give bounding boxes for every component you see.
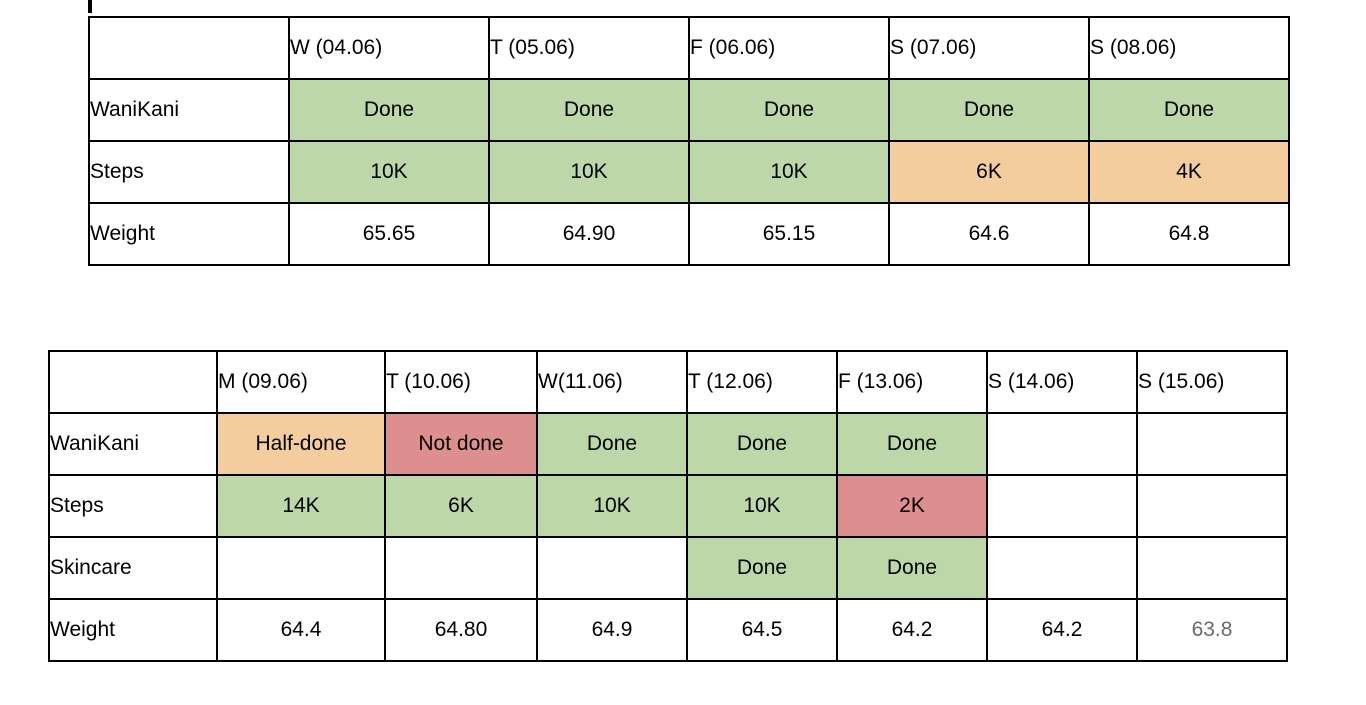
data-cell[interactable]: 64.90 xyxy=(488,202,690,266)
data-cell[interactable]: 64.80 xyxy=(384,598,538,662)
data-cell[interactable]: Not done xyxy=(384,412,538,476)
data-cell[interactable]: 6K xyxy=(888,140,1090,204)
data-cell[interactable]: Half-done xyxy=(216,412,386,476)
data-cell[interactable]: 10K xyxy=(536,474,688,538)
row-label-cell[interactable]: WaniKani xyxy=(48,412,218,476)
table-row: Steps 10K 10K 10K 6K 4K xyxy=(88,140,1290,204)
table-row: WaniKani Half-done Not done Done Done Done xyxy=(48,412,1288,476)
data-cell[interactable]: Done xyxy=(836,536,988,600)
data-cell[interactable]: Done xyxy=(686,412,838,476)
data-cell[interactable]: 10K xyxy=(686,474,838,538)
data-cell[interactable]: 64.2 xyxy=(986,598,1138,662)
corner-cell[interactable] xyxy=(88,16,290,80)
data-cell[interactable]: 10K xyxy=(488,140,690,204)
header-row: M (09.06) T (10.06) W(11.06) T (12.06) F (13… xyxy=(48,350,1288,414)
data-cell[interactable]: 63.8 xyxy=(1136,598,1288,662)
data-cell[interactable]: Done xyxy=(836,412,988,476)
data-cell[interactable] xyxy=(986,474,1138,538)
data-cell[interactable]: 4K xyxy=(1088,140,1290,204)
column-header-cell[interactable]: S (14.06) xyxy=(986,350,1138,414)
data-cell[interactable]: 2K xyxy=(836,474,988,538)
table-row: Weight 65.65 64.90 65.15 64.6 64.8 xyxy=(88,202,1290,266)
data-cell[interactable] xyxy=(986,536,1138,600)
data-cell[interactable]: 65.65 xyxy=(288,202,490,266)
habit-table-week1: W (04.06) T (05.06) F (06.06) S (07.06) S (0… xyxy=(88,16,1290,266)
data-cell[interactable] xyxy=(216,536,386,600)
data-cell[interactable] xyxy=(1136,474,1288,538)
data-cell[interactable]: 64.6 xyxy=(888,202,1090,266)
column-header-cell[interactable]: F (13.06) xyxy=(836,350,988,414)
data-cell[interactable]: 14K xyxy=(216,474,386,538)
row-label-cell[interactable]: Steps xyxy=(88,140,290,204)
data-cell[interactable] xyxy=(536,536,688,600)
column-header-cell[interactable]: W(11.06) xyxy=(536,350,688,414)
column-header-cell[interactable]: T (05.06) xyxy=(488,16,690,80)
data-cell[interactable]: Done xyxy=(288,78,490,142)
data-cell[interactable]: 64.4 xyxy=(216,598,386,662)
data-cell[interactable]: Done xyxy=(888,78,1090,142)
data-cell[interactable]: Done xyxy=(536,412,688,476)
column-header-cell[interactable]: T (10.06) xyxy=(384,350,538,414)
data-cell[interactable]: 10K xyxy=(688,140,890,204)
data-cell[interactable] xyxy=(384,536,538,600)
data-cell[interactable]: Done xyxy=(1088,78,1290,142)
habit-table-week2: M (09.06) T (10.06) W(11.06) T (12.06) F (13… xyxy=(48,350,1288,662)
column-header-cell[interactable]: T (12.06) xyxy=(686,350,838,414)
data-cell[interactable]: 64.8 xyxy=(1088,202,1290,266)
row-label-cell[interactable]: Steps xyxy=(48,474,218,538)
column-header-cell[interactable]: S (15.06) xyxy=(1136,350,1288,414)
data-cell[interactable]: Done xyxy=(488,78,690,142)
data-cell[interactable] xyxy=(986,412,1138,476)
row-label-cell[interactable]: Weight xyxy=(88,202,290,266)
data-cell[interactable] xyxy=(1136,536,1288,600)
column-header-cell[interactable]: W (04.06) xyxy=(288,16,490,80)
table-row: Weight 64.4 64.80 64.9 64.5 64.2 64.2 63.8 xyxy=(48,598,1288,662)
column-header-cell[interactable]: F (06.06) xyxy=(688,16,890,80)
data-cell[interactable]: Done xyxy=(688,78,890,142)
data-cell[interactable]: 64.9 xyxy=(536,598,688,662)
table-row: Steps 14K 6K 10K 10K 2K xyxy=(48,474,1288,538)
row-label-cell[interactable]: Weight xyxy=(48,598,218,662)
column-header-cell[interactable]: M (09.06) xyxy=(216,350,386,414)
table-row: Skincare Done Done xyxy=(48,536,1288,600)
data-cell[interactable]: Done xyxy=(686,536,838,600)
column-header-cell[interactable]: S (08.06) xyxy=(1088,16,1290,80)
row-label-cell[interactable]: WaniKani xyxy=(88,78,290,142)
corner-cell[interactable] xyxy=(48,350,218,414)
data-cell[interactable]: 65.15 xyxy=(688,202,890,266)
data-cell[interactable]: 6K xyxy=(384,474,538,538)
column-header-cell[interactable]: S (07.06) xyxy=(888,16,1090,80)
table-row: WaniKani Done Done Done Done Done xyxy=(88,78,1290,142)
header-row: W (04.06) T (05.06) F (06.06) S (07.06) S (0… xyxy=(88,16,1290,80)
data-cell[interactable]: 64.2 xyxy=(836,598,988,662)
data-cell[interactable] xyxy=(1136,412,1288,476)
data-cell[interactable]: 64.5 xyxy=(686,598,838,662)
data-cell[interactable]: 10K xyxy=(288,140,490,204)
row-label-cell[interactable]: Skincare xyxy=(48,536,218,600)
text-cursor xyxy=(88,0,92,13)
